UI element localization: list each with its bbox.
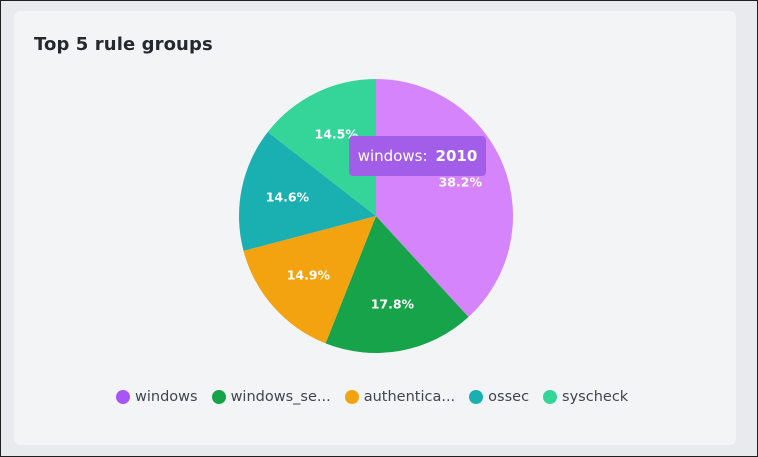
legend-item-windows[interactable]: windows xyxy=(116,389,198,405)
legend-label: authentica... xyxy=(363,389,456,405)
legend-label: windows xyxy=(135,389,198,405)
slice-label: 38.2% xyxy=(439,175,483,190)
slice-label: 14.5% xyxy=(315,126,359,141)
pie-slice-windows-security[interactable] xyxy=(325,216,469,353)
slice-label: 14.9% xyxy=(287,268,331,283)
legend-label: windows_se... xyxy=(230,389,331,405)
legend-dot-icon xyxy=(344,390,359,404)
panel-title: Top 5 rule groups xyxy=(34,34,213,55)
legend-label: ossec xyxy=(488,389,530,405)
pie-slice-authentication[interactable] xyxy=(243,216,376,344)
legend-dot-icon xyxy=(116,390,130,404)
slice-label: 14.6% xyxy=(266,189,310,204)
legend-dot-icon xyxy=(211,390,226,404)
legend-item-windows-security[interactable]: windows_se... xyxy=(211,389,331,405)
chart-panel: Top 5 rule groups 38.2% 17.8% 14.9% 14.6% 14… xyxy=(14,11,736,445)
legend-dot-icon xyxy=(469,390,484,404)
legend-item-authentication[interactable]: authentica... xyxy=(344,389,456,405)
pie-slice-syscheck[interactable] xyxy=(267,78,376,216)
tooltip-series: windows: xyxy=(357,147,428,165)
legend-item-ossec[interactable]: ossec xyxy=(469,389,529,405)
slice-label: 17.8% xyxy=(371,296,415,311)
tooltip-value: 2010 xyxy=(435,147,478,165)
legend-label: syscheck xyxy=(562,389,629,405)
legend-item-syscheck[interactable]: syscheck xyxy=(543,389,628,405)
legend-dot-icon xyxy=(543,390,558,404)
chart-tooltip: windows: 2010 xyxy=(349,136,486,176)
chart-legend: windows windows_se... authentica... osse… xyxy=(116,385,656,409)
pie-chart: 38.2% 17.8% 14.9% 14.6% 14.5% xyxy=(239,78,514,353)
pie-slice-ossec[interactable] xyxy=(239,132,376,251)
